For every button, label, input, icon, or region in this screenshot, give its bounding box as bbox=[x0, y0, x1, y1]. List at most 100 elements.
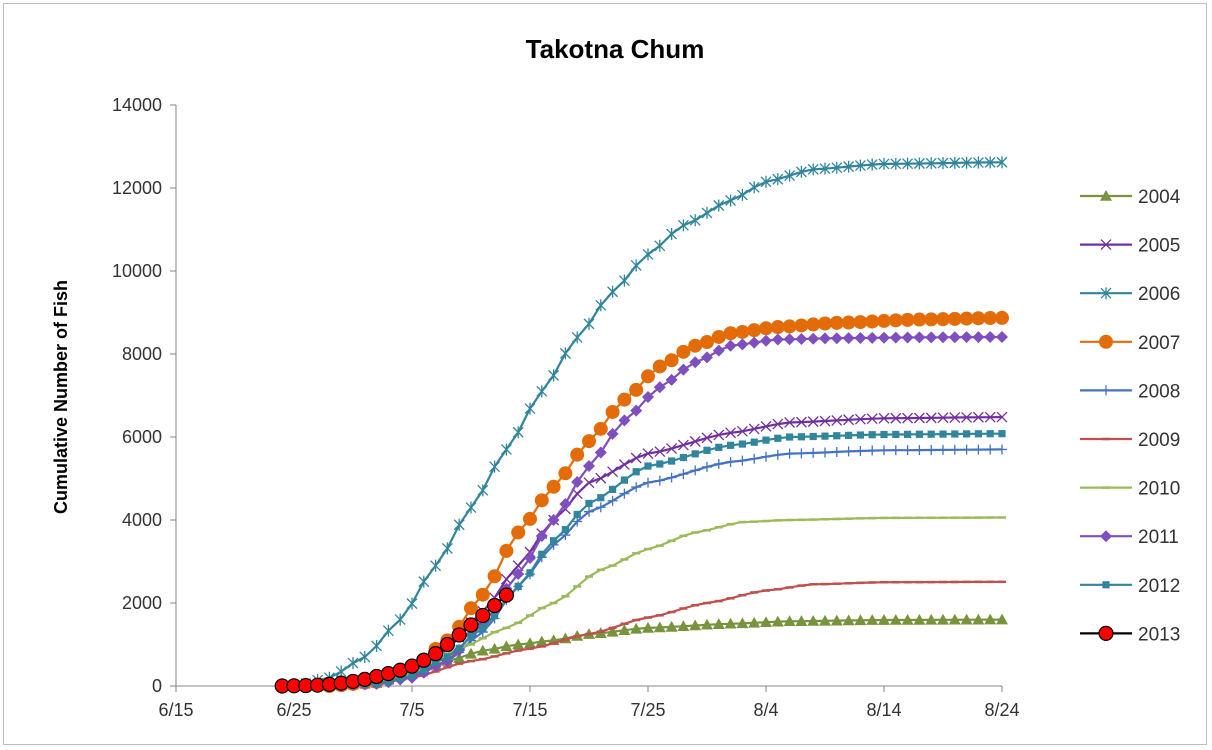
data-point bbox=[784, 169, 796, 182]
data-point bbox=[617, 392, 632, 407]
data-point bbox=[500, 640, 513, 652]
legend-label: 2004 bbox=[1138, 187, 1181, 208]
data-point bbox=[511, 525, 526, 540]
data-point bbox=[597, 494, 605, 502]
data-point bbox=[406, 597, 418, 610]
data-point bbox=[904, 430, 912, 438]
data-point bbox=[831, 446, 842, 457]
data-point bbox=[712, 618, 725, 629]
data-point bbox=[1102, 581, 1110, 589]
data-point bbox=[642, 391, 654, 404]
data-point bbox=[571, 331, 583, 344]
data-point bbox=[416, 652, 432, 668]
legend-item-2012: 2012 bbox=[1080, 576, 1180, 597]
data-point bbox=[925, 331, 938, 344]
legend-item-2008: 2008 bbox=[1080, 381, 1180, 402]
data-point bbox=[830, 614, 843, 626]
data-point bbox=[408, 672, 416, 680]
legend-label: 2011 bbox=[1138, 527, 1179, 548]
data-point bbox=[1101, 385, 1111, 396]
data-point bbox=[736, 188, 748, 201]
data-point bbox=[725, 194, 737, 207]
data-point bbox=[547, 514, 560, 526]
data-point bbox=[384, 677, 392, 686]
data-point bbox=[819, 332, 831, 345]
legend-item-2010: 2010 bbox=[1080, 479, 1180, 500]
data-point bbox=[641, 369, 655, 384]
data-point bbox=[464, 601, 478, 616]
data-point bbox=[951, 430, 959, 438]
data-point bbox=[476, 644, 489, 656]
data-point bbox=[487, 597, 503, 614]
data-point bbox=[678, 469, 689, 480]
data-point bbox=[880, 430, 888, 439]
data-point bbox=[630, 452, 642, 464]
data-point bbox=[833, 432, 841, 440]
data-point bbox=[666, 472, 677, 483]
data-point bbox=[676, 344, 691, 359]
data-point bbox=[1100, 239, 1112, 251]
data-point bbox=[925, 613, 938, 625]
data-point bbox=[913, 412, 925, 424]
data-point bbox=[475, 607, 491, 624]
data-point bbox=[550, 537, 558, 545]
data-point bbox=[677, 439, 689, 451]
legend-label: 2012 bbox=[1138, 576, 1180, 597]
data-point bbox=[997, 444, 1007, 455]
data-point bbox=[371, 639, 383, 652]
data-point bbox=[879, 445, 889, 456]
data-point bbox=[890, 157, 902, 170]
data-point bbox=[500, 573, 512, 585]
data-point bbox=[878, 412, 890, 424]
data-point bbox=[948, 613, 961, 625]
data-point bbox=[748, 336, 761, 349]
data-point bbox=[654, 446, 666, 458]
y-tick-label: 14000 bbox=[112, 95, 162, 115]
data-point bbox=[963, 430, 971, 438]
data-point bbox=[772, 173, 784, 186]
data-point bbox=[701, 432, 713, 444]
data-point bbox=[890, 445, 901, 456]
data-point bbox=[759, 321, 773, 336]
data-point bbox=[819, 415, 831, 427]
data-point bbox=[514, 582, 522, 590]
data-point bbox=[772, 418, 784, 430]
data-point bbox=[843, 414, 855, 426]
data-point bbox=[620, 476, 628, 484]
y-tick-label: 2000 bbox=[122, 593, 162, 613]
legend-label: 2009 bbox=[1138, 430, 1180, 451]
data-point bbox=[688, 338, 703, 353]
data-point bbox=[973, 444, 984, 455]
data-point bbox=[961, 411, 973, 423]
data-point bbox=[479, 624, 487, 632]
data-point bbox=[902, 412, 914, 424]
data-point bbox=[855, 445, 866, 456]
data-point bbox=[538, 550, 546, 558]
series-2013 bbox=[274, 587, 514, 694]
data-point bbox=[512, 567, 525, 580]
data-point bbox=[770, 320, 785, 335]
series-2004 bbox=[323, 613, 1008, 691]
data-point bbox=[441, 542, 453, 555]
data-point bbox=[1099, 334, 1113, 349]
data-point bbox=[877, 313, 891, 328]
data-point bbox=[630, 622, 643, 634]
y-tick-label: 6000 bbox=[122, 427, 162, 447]
data-point bbox=[735, 324, 750, 339]
data-point bbox=[760, 616, 772, 627]
data-point bbox=[984, 156, 996, 169]
data-point bbox=[489, 460, 501, 473]
data-point bbox=[689, 356, 702, 369]
data-point bbox=[524, 551, 536, 564]
data-point bbox=[795, 615, 808, 626]
data-point bbox=[432, 658, 440, 667]
y-tick-label: 4000 bbox=[122, 510, 162, 530]
data-point bbox=[853, 315, 868, 330]
data-point bbox=[892, 430, 900, 439]
data-point bbox=[831, 414, 843, 426]
data-point bbox=[949, 412, 961, 424]
data-point bbox=[668, 457, 676, 465]
data-point bbox=[761, 451, 771, 462]
data-point bbox=[913, 613, 926, 625]
data-point bbox=[830, 332, 843, 345]
